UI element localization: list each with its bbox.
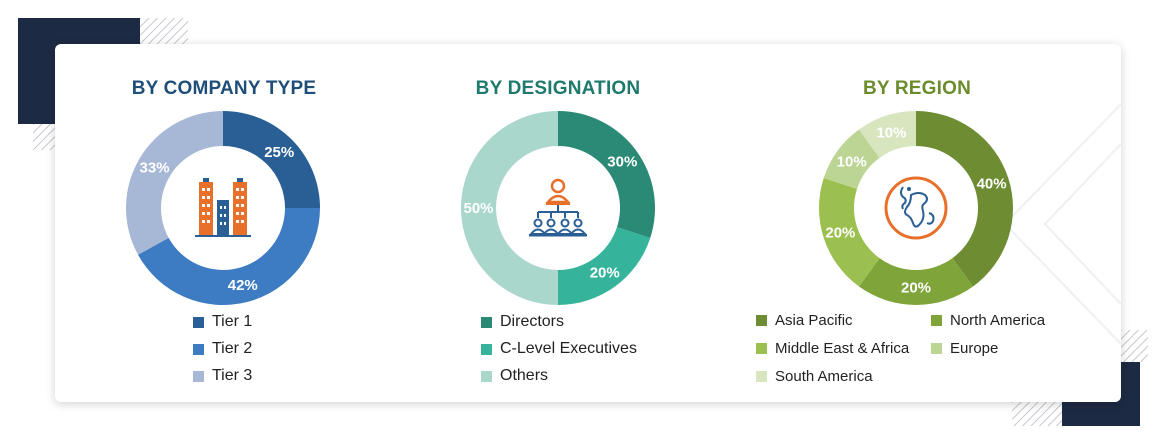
donut-slice-south-america (858, 111, 916, 158)
legend-item-tier-3: Tier 3 (193, 367, 252, 385)
data-label-others: 50% (463, 200, 493, 217)
data-label-middle-east-and-africa: 20% (825, 225, 855, 242)
legend-item-north-america: North America (931, 312, 1045, 329)
legend-swatch (193, 316, 204, 328)
donut-slice-north-america (858, 258, 974, 305)
hatch-decoration-right (1121, 330, 1148, 362)
legend-item-middle-east-and-africa: Middle East & Africa (756, 340, 909, 357)
donut-slice-directors (558, 111, 655, 238)
hatch-decoration-top-left (140, 18, 188, 44)
chart-title-designation: BY DESIGNATION (475, 78, 641, 99)
donut-slice-europe (823, 129, 880, 189)
legend-swatch (756, 315, 767, 326)
data-label-north-america: 20% (901, 280, 931, 297)
legend-item-south-america: South America (756, 368, 873, 385)
chart-title-region: BY REGION (862, 78, 972, 99)
data-label-c-level-executives: 20% (590, 264, 620, 281)
legend-item-tier-1: Tier 1 (193, 313, 252, 331)
legend-swatch (481, 343, 492, 355)
buildings-icon (195, 178, 251, 237)
data-label-tier-3: 33% (140, 160, 170, 177)
data-label-tier-1: 25% (264, 144, 294, 161)
legend-swatch (756, 371, 767, 382)
legend-label: Tier 2 (212, 340, 253, 357)
legend-swatch (931, 315, 942, 326)
hatch-decoration-bottom-right (1012, 402, 1062, 426)
data-label-europe: 10% (837, 153, 867, 170)
legend-label: North America (950, 312, 1046, 329)
donut-chart-company-type: 25% 42% 33% (126, 111, 320, 305)
legend-item-c-level-executives: C-Level Executives (481, 340, 637, 358)
legend-swatch (193, 370, 204, 382)
donut-slice-tier-1 (223, 111, 320, 208)
legend-label: Tier 1 (212, 313, 253, 330)
legend-label: South America (775, 368, 873, 385)
legend-swatch (193, 343, 204, 355)
legend-item-asia-pacific: Asia Pacific (756, 312, 853, 329)
legend-item-others: Others (481, 367, 548, 385)
data-label-south-america: 10% (876, 124, 906, 141)
legend-label: Others (500, 367, 549, 384)
legend-item-directors: Directors (481, 313, 564, 331)
donut-slice-asia-pacific (916, 111, 1013, 287)
org-chart-icon (528, 178, 588, 237)
donut-slice-tier-3 (126, 111, 223, 255)
legend-label: Europe (950, 340, 999, 357)
legend-label: Tier 3 (212, 367, 253, 384)
donut-slice-others (461, 111, 558, 305)
chart-title-company-type: BY COMPANY TYPE (131, 78, 317, 99)
donut-chart-region: 40% 20% 20% 10% 10% (819, 111, 1013, 305)
donut-slice-middle-east-and-africa (819, 178, 880, 287)
donut-slice-tier-2 (137, 208, 320, 305)
legend-label: Asia Pacific (775, 312, 853, 329)
hatch-decoration-left (33, 124, 55, 150)
legend-label: C-Level Executives (500, 340, 637, 357)
legend-item-europe: Europe (931, 340, 998, 357)
globe-icon (884, 176, 948, 240)
legend-item-tier-2: Tier 2 (193, 340, 252, 358)
legend-swatch (756, 343, 767, 354)
legend-label: Middle East & Africa (775, 340, 910, 357)
legend-label: Directors (500, 313, 565, 330)
data-label-directors: 30% (607, 153, 637, 170)
legend-swatch (481, 370, 492, 382)
legend-swatch (481, 316, 492, 328)
legend-swatch (931, 343, 942, 354)
donut-chart-designation: 30% 20% 50% (461, 111, 655, 305)
donut-slice-c-level-executives (558, 227, 651, 305)
data-label-tier-2: 42% (228, 277, 258, 294)
data-label-asia-pacific: 40% (977, 175, 1007, 192)
